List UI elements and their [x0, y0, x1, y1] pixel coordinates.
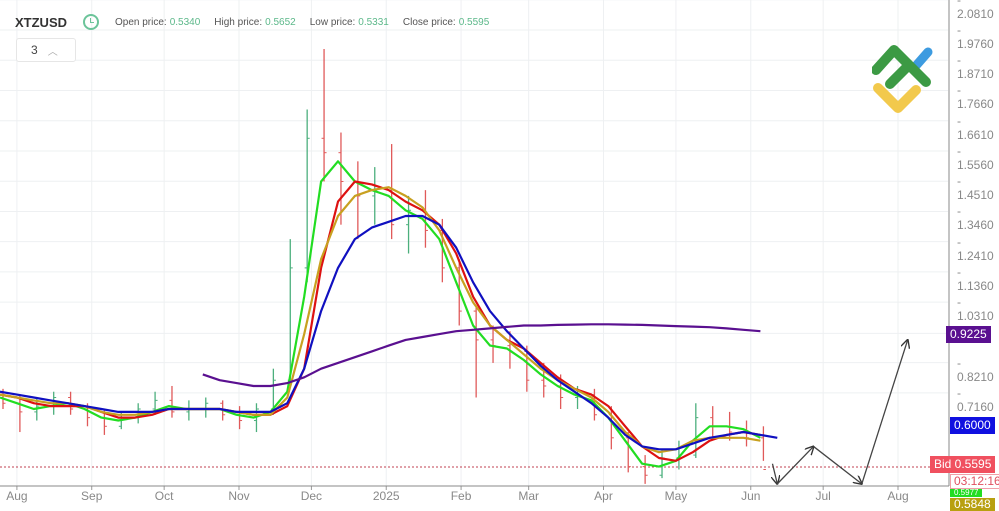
- bid-price-tag: Bid 0.5595: [930, 456, 996, 473]
- y-tick-label: - 1.6610: [957, 113, 994, 142]
- x-tick-label: Jul: [815, 489, 831, 503]
- x-tick-label: Aug: [887, 489, 909, 503]
- green-ma-price-tag: 0.5977: [950, 489, 983, 497]
- close-value: 0.5595: [458, 16, 490, 28]
- y-tick-label: - 1.5560: [957, 143, 994, 172]
- x-tick-label: Apr: [594, 489, 613, 503]
- indicator-count-toggle[interactable]: 3 ︿: [16, 38, 76, 62]
- y-tick-label: - 0.8210: [957, 355, 994, 384]
- y-tick-label: - 1.2410: [957, 234, 994, 263]
- blue-ma-line: [0, 214, 778, 451]
- x-tick-label: Feb: [450, 489, 472, 503]
- y-tick-label: - 1.0310: [957, 295, 994, 324]
- gold-ma-line: [0, 186, 761, 454]
- ma200-price-tag: 0.9225: [946, 326, 991, 343]
- chart-header: XTZUSD Open price: 0.5340 High price: 0.56…: [15, 14, 503, 30]
- x-tick-label: May: [664, 489, 688, 503]
- chevron-up-icon: ︿: [47, 46, 58, 58]
- y-tick-label: - 1.1360: [957, 264, 994, 293]
- y-tick-label: - 1.4510: [957, 174, 994, 203]
- y-tick-label: - 2.0810: [957, 0, 994, 21]
- brand-logo: [872, 45, 933, 113]
- open-label: Open price:: [115, 16, 167, 28]
- x-tick-label: Dec: [300, 489, 323, 503]
- x-tick-label: Sep: [81, 489, 103, 503]
- low-label: Low price:: [309, 16, 356, 28]
- low-value: 0.5331: [358, 16, 389, 28]
- x-tick-label: Aug: [6, 489, 28, 503]
- y-tick-label: - 0.7160: [957, 385, 994, 414]
- y-tick-label: - 1.7660: [957, 83, 994, 112]
- indicator-count: 3: [31, 43, 38, 57]
- x-tick-label: Mar: [518, 489, 539, 503]
- clock-icon[interactable]: [83, 14, 99, 30]
- high-value: 0.5652: [265, 16, 296, 28]
- x-tick-label: Nov: [228, 489, 250, 503]
- high-label: High price:: [214, 16, 263, 28]
- forecast-arrow: [776, 446, 813, 485]
- y-tick-label: - 1.3460: [957, 204, 994, 233]
- purple-ma-line: [202, 323, 761, 388]
- close-label: Close price:: [402, 16, 456, 28]
- x-tick-label: Oct: [154, 489, 174, 503]
- y-tick-label: - 1.9760: [957, 23, 994, 51]
- forecast-arrow: [861, 340, 908, 485]
- candle-timer: 03:12:16: [950, 474, 999, 489]
- open-value: 0.5340: [169, 16, 201, 28]
- x-tick-label: 2025: [372, 489, 400, 503]
- blue-ma-price-tag: 0.6000: [950, 417, 995, 434]
- y-tick-label: - 1.8710: [957, 53, 994, 82]
- forecast-arrow: [813, 445, 862, 483]
- green-ma-line: [0, 160, 761, 468]
- gold-ma-price-tag: 0.5848: [950, 498, 995, 511]
- symbol-name: XTZUSD: [15, 14, 67, 30]
- forecast-arrow: [772, 463, 777, 484]
- red-ma-line: [0, 180, 761, 462]
- x-tick-label: Jun: [741, 489, 761, 503]
